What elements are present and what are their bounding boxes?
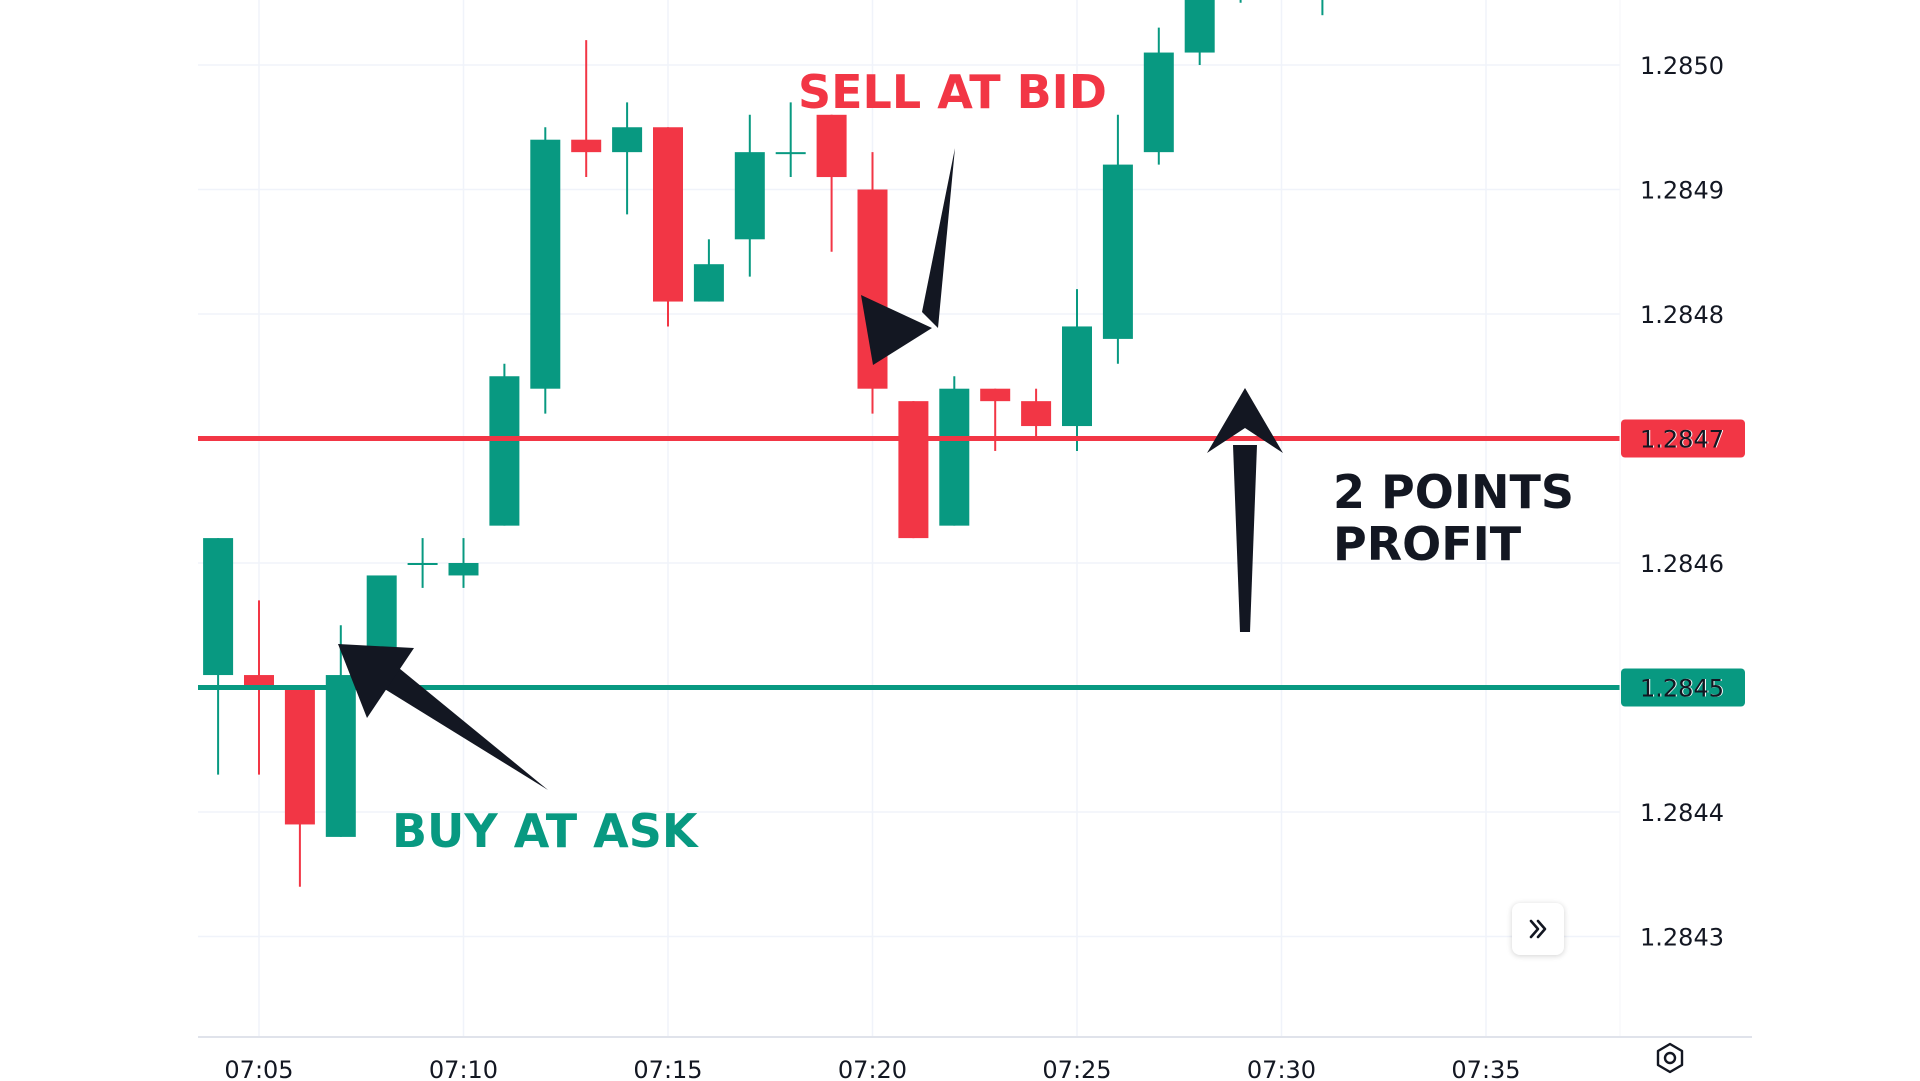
candle-up (325, 625, 356, 837)
x-tick-label: 07:30 (1247, 1056, 1316, 1080)
x-tick-label: 07:10 (429, 1056, 498, 1080)
candle-up (775, 102, 806, 178)
buy-arrow-head (338, 644, 414, 718)
candle-body (612, 127, 643, 153)
candle-up (1184, 0, 1215, 65)
candle-body (898, 401, 929, 539)
profit-label-line-2: PROFIT (1333, 517, 1522, 571)
candle-up (1062, 289, 1092, 451)
price-tag-label: 1.2847 (1641, 426, 1725, 454)
x-tick-label: 07:15 (633, 1056, 702, 1080)
candle-body (1062, 326, 1092, 427)
candle-up (1143, 27, 1174, 165)
chart-settings-button[interactable] (1652, 1040, 1688, 1076)
candle-up (693, 239, 724, 302)
y-tick-label: 1.2848 (1640, 301, 1724, 329)
candle-body (489, 376, 520, 526)
profit-label-line-1: 2 POINTS (1333, 465, 1574, 519)
candle-down (571, 40, 602, 178)
y-axis: 1.2850 1.2849 1.2848 1.2847 1.2846 1.2845 1.28… (1619, 0, 1724, 1037)
candle-up (1239, 0, 1242, 3)
candle-down (980, 388, 1011, 451)
buy-price-tag (1621, 668, 1745, 707)
candle-body (530, 139, 561, 389)
candle-down (898, 401, 929, 539)
candle-body (203, 538, 234, 676)
y-tick-label: 1.2849 (1640, 177, 1724, 205)
x-tick-label: 07:20 (838, 1056, 907, 1080)
y-tick-label: 1.2845 (1640, 675, 1724, 703)
candle-body (653, 127, 683, 302)
candle-down (284, 687, 315, 887)
profit-arrow-shaft (1233, 445, 1257, 632)
candle-up (612, 102, 643, 215)
y-tick-label: 1.2846 (1640, 550, 1724, 578)
y-tick-label: 1.2843 (1640, 924, 1724, 952)
candle-up (489, 363, 520, 526)
buy-at-ask-label: BUY AT ASK (392, 804, 700, 858)
candle-body (816, 114, 847, 178)
candle-body (980, 388, 1011, 402)
candle-body (1102, 164, 1133, 339)
candle-down (816, 114, 847, 252)
double-chevron-right-icon (1529, 919, 1547, 939)
candle-down (857, 152, 888, 414)
candle-down (653, 127, 683, 327)
hexagon-settings-icon (1656, 1042, 1684, 1074)
candle-body (448, 563, 479, 576)
candle-body (571, 139, 602, 153)
candle-body (693, 264, 724, 302)
candle-up (407, 538, 438, 588)
candle-body (775, 152, 806, 155)
scroll-to-realtime-button[interactable] (1512, 903, 1564, 955)
price-tag-label: 1.2845 (1641, 675, 1725, 703)
profit-arrow-head (1207, 388, 1283, 453)
candle-up (203, 538, 234, 775)
candle-body (1021, 401, 1052, 427)
candle-body (284, 687, 315, 825)
y-tick-label: 1.2850 (1640, 52, 1724, 80)
x-tick-label: 07:25 (1042, 1056, 1111, 1080)
y-tick-label: 1.2847 (1640, 426, 1724, 454)
x-axis: 07:05 07:10 07:15 07:20 07:25 07:30 07:35 (198, 1036, 1752, 1080)
candles (203, 0, 1324, 887)
sell-price-tag (1621, 419, 1745, 458)
candle-up (1102, 114, 1133, 364)
candle-body (939, 388, 970, 526)
candle-up (1321, 0, 1324, 16)
x-tick-label: 07:35 (1451, 1056, 1520, 1080)
candle-up (939, 376, 970, 526)
price-lines: 1.2847 1.2845 (198, 419, 1745, 707)
candle-body (244, 675, 274, 688)
candle-up (734, 114, 765, 277)
y-tick-label: 1.2844 (1640, 799, 1724, 827)
candle-body (1143, 52, 1174, 153)
candle-down (1021, 388, 1052, 439)
candle-up (530, 127, 561, 414)
sell-arrow-head (861, 295, 932, 365)
x-tick-label: 07:05 (224, 1056, 293, 1080)
candle-up (448, 538, 479, 588)
annotation-arrows (338, 148, 1283, 790)
candle-body (407, 563, 438, 565)
candle-body (1184, 0, 1215, 53)
candle-body (325, 675, 356, 837)
candle-body (734, 152, 765, 240)
buy-arrow-shaft (375, 664, 548, 790)
sell-arrow-shaft (922, 148, 955, 328)
sell-at-bid-label: SELL AT BID (798, 65, 1107, 119)
